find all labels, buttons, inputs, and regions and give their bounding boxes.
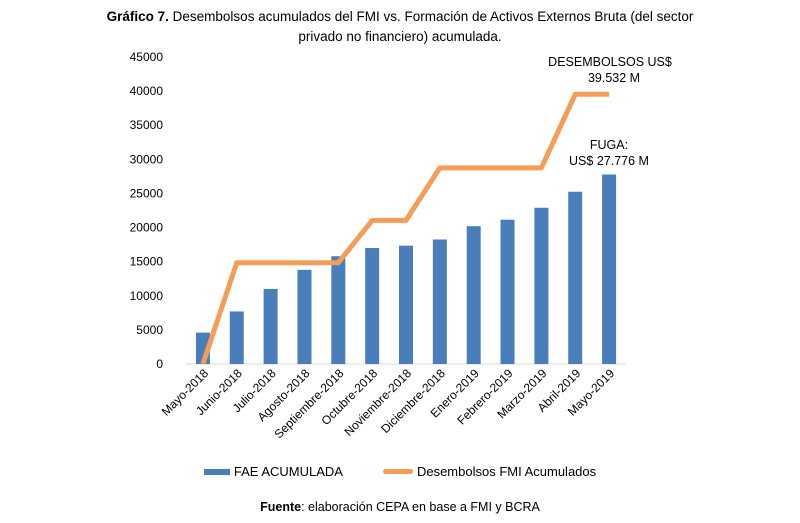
y-tick-label: 45000	[130, 50, 164, 64]
y-tick-label: 10000	[130, 289, 164, 303]
y-tick-label: 5000	[136, 323, 163, 337]
legend: FAE ACUMULADA Desembolsos FMI Acumulados	[0, 464, 800, 479]
legend-label-fae: FAE ACUMULADA	[233, 464, 343, 479]
x-axis-labels: Mayo-2018Junio-2018Julio-2018Agosto-2018…	[159, 366, 618, 441]
legend-item-fmi: Desembolsos FMI Acumulados	[382, 464, 597, 479]
y-tick-label: 35000	[130, 118, 164, 132]
bar-series-fae	[195, 174, 617, 364]
source-bold: Fuente	[260, 500, 302, 514]
annotation-fuga-line1: FUGA:	[590, 138, 628, 152]
bar-fae-11	[568, 191, 583, 364]
y-tick-label: 15000	[130, 255, 164, 269]
legend-item-fae: FAE ACUMULADA	[203, 464, 343, 479]
annotations: DESEMBOLSOS US$ 39.532 M FUGA: US$ 27.77…	[548, 55, 672, 168]
annotation-fuga-line2: US$ 27.776 M	[569, 154, 649, 168]
line-series-fmi	[200, 91, 610, 365]
title-line-1: Desembolsos acumulados del FMI vs. Forma…	[168, 9, 694, 24]
y-tick-label: 25000	[130, 186, 164, 200]
bar-fae-7	[432, 239, 447, 364]
source-text: : elaboración CEPA en base a FMI y BCRA	[301, 500, 540, 514]
chart-svg: 0 5000 10000 15000 20000 25000 30000 35000 40000…	[130, 50, 672, 441]
legend-label-fmi: Desembolsos FMI Acumulados	[416, 464, 597, 479]
bar-fae-4	[331, 256, 346, 364]
bar-fae-2	[263, 288, 278, 364]
bar-fae-9	[500, 219, 515, 364]
y-axis: 0 5000 10000 15000 20000 25000 30000 35000 40000…	[130, 50, 164, 371]
bar-fae-3	[297, 269, 312, 364]
bar-fae-1	[229, 311, 244, 364]
y-tick-label: 30000	[130, 152, 164, 166]
y-tick-label: 0	[156, 357, 163, 371]
annotation-desembolsos-line2: 39.532 M	[588, 71, 640, 85]
y-tick-label: 40000	[130, 84, 164, 98]
bar-fae-8	[466, 226, 481, 364]
legend-swatch-bar	[203, 468, 230, 475]
bar-fae-6	[399, 245, 413, 364]
y-tick-label: 20000	[130, 221, 164, 235]
source-note: Fuente: elaboración CEPA en base a FMI y…	[0, 500, 800, 514]
bar-fae-10	[534, 207, 549, 364]
bar-fae-5	[365, 248, 380, 364]
chart-title: Gráfico 7. Desembolsos acumulados del FM…	[0, 7, 800, 47]
bar-fae-12	[602, 174, 617, 364]
annotation-desembolsos-line1: DESEMBOLSOS US$	[548, 55, 672, 69]
title-bold: Gráfico 7.	[106, 9, 169, 24]
legend-swatch-line	[382, 469, 413, 474]
title-line-2: privado no financiero) acumulada.	[298, 29, 502, 44]
